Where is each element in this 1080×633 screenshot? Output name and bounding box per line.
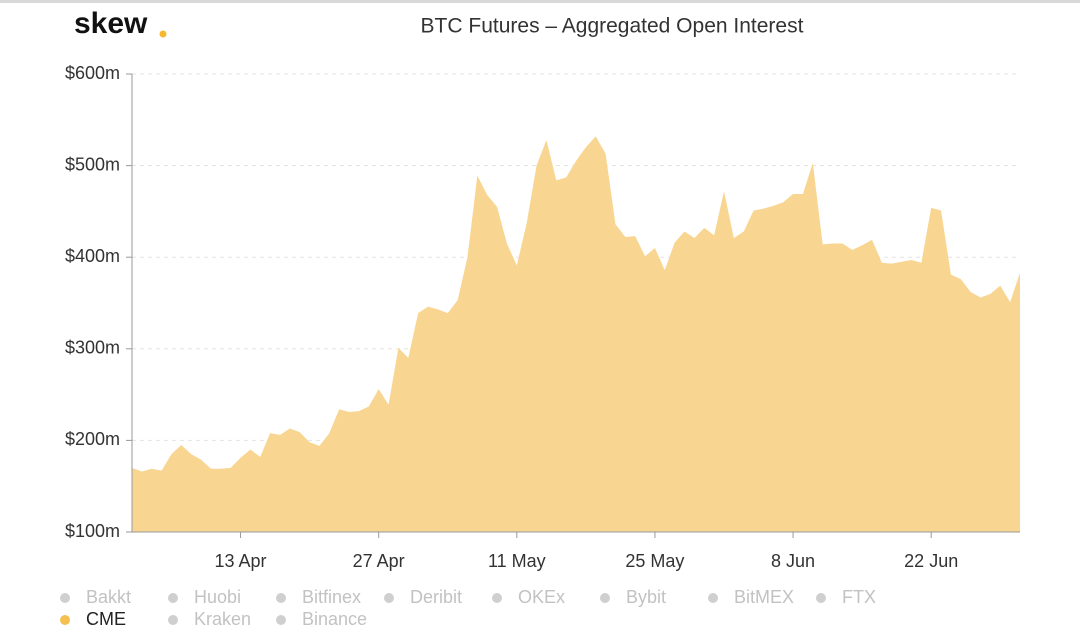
legend-label[interactable]: Bybit	[626, 587, 666, 607]
legend-label[interactable]: FTX	[842, 587, 876, 607]
area	[132, 136, 1020, 532]
x-tick-label: 22 Jun	[904, 551, 958, 571]
legend-marker[interactable]	[276, 593, 286, 603]
y-tick-label: $600m	[65, 63, 120, 83]
legend-label[interactable]: CME	[86, 609, 126, 629]
y-tick-label: $100m	[65, 521, 120, 541]
legend-label[interactable]: Deribit	[410, 587, 462, 607]
legend-label[interactable]: OKEx	[518, 587, 565, 607]
x-tick-label: 13 Apr	[215, 551, 267, 571]
legend-marker[interactable]	[600, 593, 610, 603]
legend-label[interactable]: Bakkt	[86, 587, 131, 607]
legend-label[interactable]: Binance	[302, 609, 367, 629]
x-tick-label: 25 May	[625, 551, 684, 571]
legend-marker[interactable]	[492, 593, 502, 603]
x-tick-label: 27 Apr	[353, 551, 405, 571]
legend-label[interactable]: BitMEX	[734, 587, 794, 607]
legend-marker[interactable]	[168, 593, 178, 603]
brand-dot	[159, 30, 167, 38]
legend-label[interactable]: Huobi	[194, 587, 241, 607]
legend-marker[interactable]	[60, 593, 70, 603]
legend-marker[interactable]	[168, 615, 178, 625]
x-tick-label: 11 May	[488, 551, 546, 571]
legend-marker[interactable]	[816, 593, 826, 603]
y-tick-label: $500m	[65, 154, 120, 174]
legend-marker[interactable]	[276, 615, 286, 625]
legend-marker[interactable]	[384, 593, 394, 603]
legend-marker[interactable]	[60, 615, 70, 625]
x-tick-label: 8 Jun	[771, 551, 815, 571]
brand-logo: skew	[74, 7, 148, 40]
legend-label[interactable]: Kraken	[194, 609, 251, 629]
y-tick-label: $300m	[65, 338, 120, 358]
legend-marker[interactable]	[708, 593, 718, 603]
chart-title: BTC Futures – Aggregated Open Interest	[421, 15, 804, 38]
legend-label[interactable]: Bitfinex	[302, 587, 361, 607]
y-tick-label: $200m	[65, 429, 120, 449]
top-border	[0, 0, 1080, 3]
y-tick-label: $400m	[65, 246, 120, 266]
